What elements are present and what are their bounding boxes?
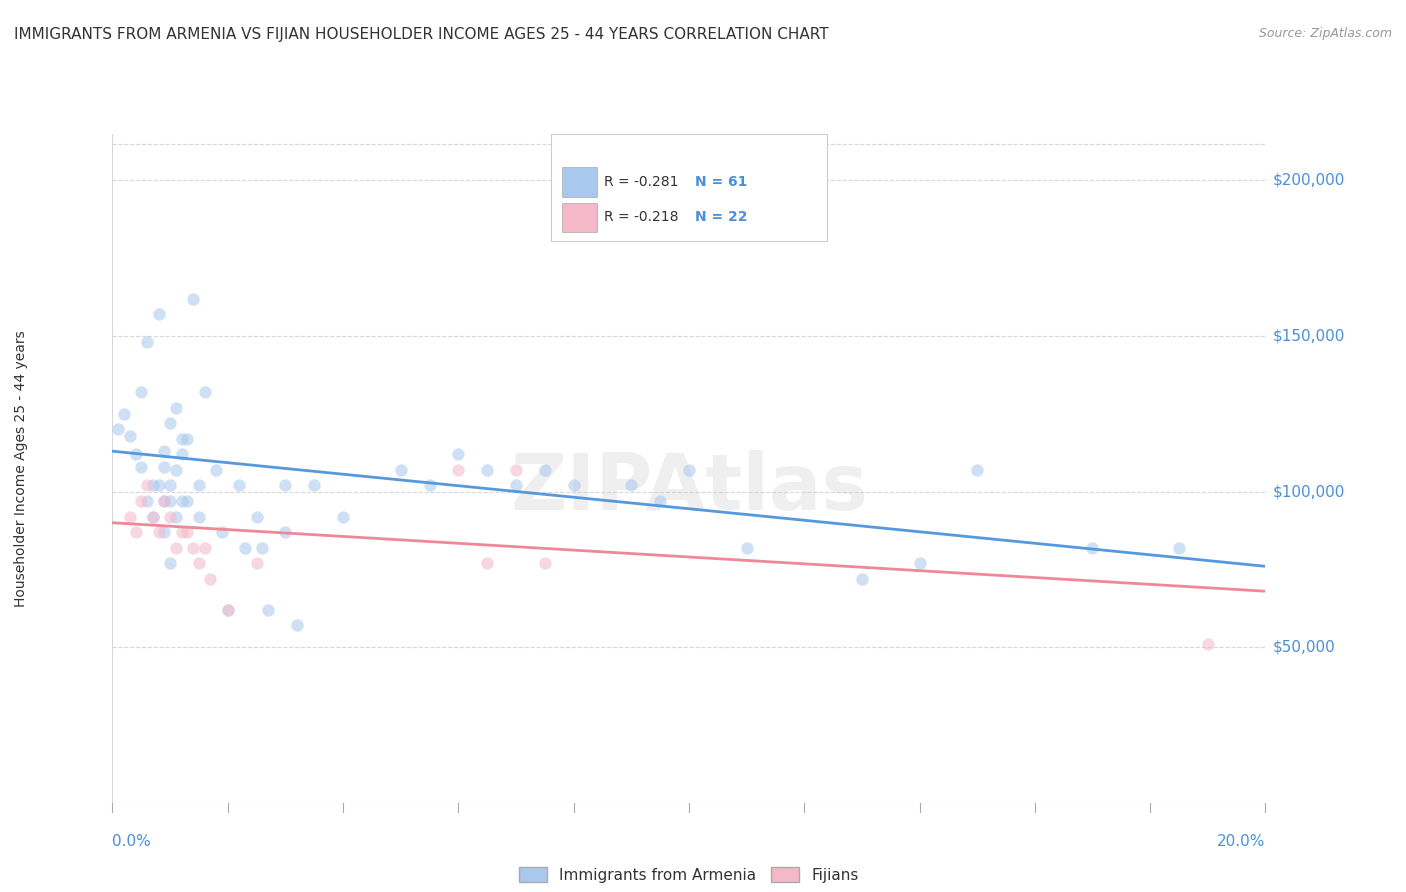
Point	[505, 478, 527, 492]
Point	[908, 556, 931, 570]
Point	[148, 478, 170, 492]
Point	[1081, 541, 1104, 555]
Point	[153, 459, 176, 474]
Point	[188, 509, 211, 524]
Point	[165, 541, 187, 555]
Text: R = -0.218: R = -0.218	[605, 211, 679, 224]
Point	[228, 478, 250, 492]
Point	[389, 463, 412, 477]
Point	[217, 603, 239, 617]
Point	[188, 556, 211, 570]
Point	[194, 541, 217, 555]
Point	[170, 525, 193, 540]
Text: $150,000: $150,000	[1272, 328, 1344, 343]
Point	[257, 603, 280, 617]
Point	[475, 463, 498, 477]
Point	[165, 509, 187, 524]
Point	[159, 478, 181, 492]
Text: 20.0%: 20.0%	[1218, 834, 1265, 849]
Point	[170, 447, 193, 461]
Text: $200,000: $200,000	[1272, 173, 1344, 188]
Text: ZIPAtlas: ZIPAtlas	[510, 450, 868, 526]
Point	[159, 556, 181, 570]
Point	[136, 494, 159, 508]
Point	[217, 603, 239, 617]
Point	[142, 509, 165, 524]
Point	[165, 463, 187, 477]
Point	[176, 432, 198, 446]
Point	[129, 385, 153, 400]
Point	[170, 432, 193, 446]
Point	[245, 509, 267, 524]
Point	[159, 416, 181, 430]
Point	[142, 509, 165, 524]
Point	[205, 463, 228, 477]
Point	[562, 478, 585, 492]
Point	[194, 385, 217, 400]
Point	[304, 478, 326, 492]
Point	[124, 447, 146, 461]
Point	[200, 572, 222, 586]
Point	[136, 478, 159, 492]
Point	[124, 525, 146, 540]
Point	[475, 556, 498, 570]
Point	[1167, 541, 1189, 555]
Point	[170, 494, 193, 508]
Point	[142, 478, 165, 492]
Point	[107, 422, 129, 436]
Point	[176, 494, 198, 508]
Text: $50,000: $50,000	[1272, 640, 1336, 655]
Point	[678, 463, 700, 477]
Point	[129, 494, 153, 508]
Point	[153, 494, 176, 508]
Point	[159, 509, 181, 524]
Point	[118, 509, 141, 524]
Point	[648, 494, 672, 508]
Point	[112, 407, 135, 421]
Point	[419, 478, 441, 492]
Text: N = 61: N = 61	[696, 175, 748, 189]
Point	[533, 463, 555, 477]
Point	[966, 463, 988, 477]
Point	[620, 478, 643, 492]
Point	[505, 463, 527, 477]
Point	[332, 509, 354, 524]
Point	[165, 401, 187, 415]
Point	[188, 478, 211, 492]
Point	[153, 494, 176, 508]
Point	[245, 556, 267, 570]
Point	[274, 525, 297, 540]
Point	[533, 556, 555, 570]
Text: R = -0.281: R = -0.281	[605, 175, 679, 189]
Text: IMMIGRANTS FROM ARMENIA VS FIJIAN HOUSEHOLDER INCOME AGES 25 - 44 YEARS CORRELAT: IMMIGRANTS FROM ARMENIA VS FIJIAN HOUSEH…	[14, 27, 828, 42]
Point	[274, 478, 297, 492]
Text: Householder Income Ages 25 - 44 years: Householder Income Ages 25 - 44 years	[14, 330, 28, 607]
Point	[148, 525, 170, 540]
Point	[136, 335, 159, 350]
Point	[176, 525, 198, 540]
Point	[285, 618, 308, 632]
Point	[118, 428, 141, 442]
Text: N = 22: N = 22	[696, 211, 748, 224]
Point	[252, 541, 274, 555]
Point	[148, 307, 170, 321]
Point	[159, 494, 181, 508]
Text: 0.0%: 0.0%	[112, 834, 152, 849]
Point	[181, 541, 204, 555]
Point	[181, 292, 204, 306]
Point	[153, 525, 176, 540]
Point	[1197, 637, 1219, 651]
Text: $100,000: $100,000	[1272, 484, 1344, 500]
Point	[153, 444, 176, 458]
Point	[447, 463, 470, 477]
Point	[129, 459, 153, 474]
Point	[735, 541, 758, 555]
Point	[233, 541, 256, 555]
Point	[447, 447, 470, 461]
Legend: Immigrants from Armenia, Fijians: Immigrants from Armenia, Fijians	[513, 861, 865, 888]
Point	[851, 572, 873, 586]
Text: Source: ZipAtlas.com: Source: ZipAtlas.com	[1258, 27, 1392, 40]
Point	[211, 525, 233, 540]
